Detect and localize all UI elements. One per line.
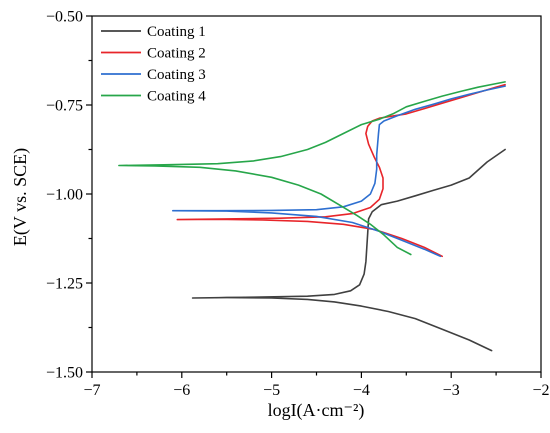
y-tick-label: −0.50 [46, 9, 83, 26]
x-tick-label: −7 [83, 382, 100, 399]
series-line-3 [172, 85, 506, 258]
legend-label-4: Coating 4 [147, 89, 206, 105]
legend-label-2: Coating 2 [147, 46, 206, 62]
plot-area: −7 −6 −5 −4 −3 −2 −1.50 −1.25 −1.00 −0.75 −0.50 [46, 9, 550, 400]
y-axis-title-group: E(V vs. SCE) [10, 148, 31, 246]
y-tick-label: −1.25 [46, 276, 83, 293]
y-tick-label: −0.75 [46, 98, 83, 115]
x-tick-label: −2 [532, 382, 549, 399]
legend: Coating 1 Coating 2 Coating 3 Coating 4 [101, 24, 206, 105]
y-tick-label: −1.50 [46, 365, 83, 382]
x-axis-title: logI(A·cm⁻²) [268, 400, 365, 421]
x-tick-label: −6 [173, 382, 190, 399]
y-axis-title: E(V vs. SCE) [10, 148, 31, 246]
x-tick-label: −4 [353, 382, 370, 399]
series-line-1 [191, 148, 506, 352]
x-tick-label: −3 [443, 382, 460, 399]
y-tick-label: −1.00 [46, 187, 83, 204]
legend-label-1: Coating 1 [147, 24, 206, 40]
legend-label-3: Coating 3 [147, 67, 206, 83]
x-tick-label: −5 [263, 382, 280, 399]
series-line-4 [118, 81, 506, 256]
series-line-2 [176, 83, 506, 258]
